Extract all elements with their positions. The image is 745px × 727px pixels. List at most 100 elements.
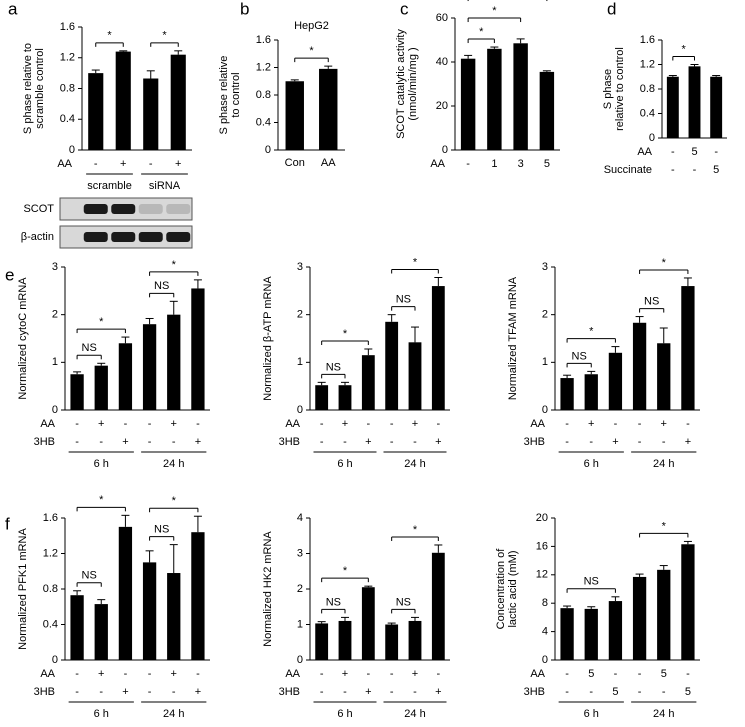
- group-label: 24 h: [163, 458, 184, 470]
- blot-band: [138, 204, 163, 214]
- bar: [191, 288, 205, 410]
- y-axis-label: Normalized TFAM mRNA: [507, 276, 519, 400]
- row-value: -: [436, 668, 440, 680]
- bar: [94, 604, 108, 660]
- row-value: -: [366, 418, 370, 430]
- significance-label: *: [662, 257, 667, 269]
- y-tick-label: 1: [297, 356, 303, 368]
- row-value: -: [94, 158, 98, 170]
- row-value: +: [195, 686, 201, 698]
- y-axis-label: Normalized HK2 mRNA: [262, 531, 274, 647]
- blot-band: [111, 232, 136, 242]
- row-value: +: [612, 436, 618, 448]
- significance-label: *: [107, 30, 112, 42]
- row-value: -: [565, 686, 569, 698]
- row-value: -: [148, 436, 152, 448]
- significance-label: *: [413, 256, 418, 268]
- significance-label: *: [662, 520, 667, 532]
- bar: [560, 608, 574, 660]
- y-axis-label: Concentration of: [495, 548, 507, 630]
- y-tick-label: 2: [542, 309, 548, 321]
- y-tick-label: 1.2: [640, 58, 655, 70]
- y-tick-label: 0: [542, 404, 548, 416]
- y-tick-label: 60: [436, 12, 448, 24]
- y-tick-label: 0: [297, 404, 303, 416]
- y-tick-label: 0: [297, 654, 303, 666]
- bar: [408, 342, 422, 410]
- significance-label: NS: [154, 524, 169, 536]
- row-value: -: [693, 164, 697, 176]
- blot-label: SCOT: [23, 203, 54, 215]
- bar: [560, 378, 574, 410]
- row-value: +: [122, 686, 128, 698]
- row-value: -: [589, 686, 593, 698]
- y-axis-label: Normalized PFK1 mRNA: [17, 528, 29, 650]
- row-value: -: [172, 686, 176, 698]
- row-value: -: [565, 668, 569, 680]
- bar: [70, 595, 84, 660]
- group-label: 6 h: [94, 708, 109, 720]
- x-tick-label: AA: [321, 157, 336, 169]
- row-value: +: [120, 158, 126, 170]
- y-tick-label: 3: [297, 261, 303, 273]
- bar: [142, 324, 157, 410]
- y-tick-label: 1.6: [640, 34, 655, 46]
- row-value: -: [99, 686, 103, 698]
- group-label: 6 h: [337, 708, 352, 720]
- y-tick-label: 0: [265, 144, 271, 156]
- bar: [94, 365, 108, 410]
- y-tick-label: 4: [542, 626, 548, 638]
- y-tick-label: 20: [536, 512, 548, 524]
- significance-label: *: [343, 565, 348, 577]
- bar: [487, 48, 502, 150]
- row-value: -: [320, 668, 324, 680]
- significance-label: *: [479, 26, 484, 38]
- row-value: -: [75, 686, 79, 698]
- significance-label: NS: [82, 570, 97, 582]
- y-tick-label: 0: [52, 654, 58, 666]
- row-value: -: [662, 436, 666, 448]
- bar: [315, 385, 329, 410]
- panel-label: f: [5, 514, 10, 533]
- y-tick-label: 0.8: [43, 583, 58, 595]
- bar: [431, 286, 445, 410]
- row-label: AA: [57, 158, 72, 170]
- y-tick-label: 1.6: [256, 34, 271, 46]
- row-value: 5: [544, 158, 550, 170]
- y-tick-label: 16: [536, 540, 548, 552]
- row-value: -: [320, 436, 324, 448]
- panel-label: b: [240, 0, 249, 18]
- row-value: -: [638, 686, 642, 698]
- y-tick-label: 1.6: [60, 21, 75, 33]
- y-tick-label: 3: [52, 261, 58, 273]
- row-value: 5: [685, 686, 691, 698]
- row-value: +: [98, 418, 104, 430]
- row-value: -: [366, 668, 370, 680]
- bar: [431, 552, 445, 660]
- row-value: +: [412, 418, 418, 430]
- y-axis-label: S phase: [602, 69, 614, 109]
- row-value: -: [320, 418, 324, 430]
- bar: [361, 355, 375, 410]
- y-axis-label: scramble control: [34, 48, 46, 129]
- bar: [632, 576, 647, 660]
- group-label: 24 h: [653, 458, 674, 470]
- row-value: -: [671, 146, 675, 158]
- row-value: -: [638, 418, 642, 430]
- group-label: 6 h: [584, 708, 599, 720]
- significance-label: NS: [644, 295, 659, 307]
- row-label: AA: [637, 146, 652, 158]
- bar: [191, 532, 205, 660]
- y-tick-label: 3: [542, 261, 548, 273]
- panel-label: a: [8, 0, 18, 18]
- significance-label: NS: [326, 596, 341, 608]
- blot-band: [83, 204, 108, 214]
- row-value: -: [638, 436, 642, 448]
- row-value: -: [671, 164, 675, 176]
- bar: [170, 54, 186, 150]
- row-value: +: [342, 418, 348, 430]
- x-tick-label: Con: [285, 157, 305, 169]
- significance-label: *: [343, 328, 348, 340]
